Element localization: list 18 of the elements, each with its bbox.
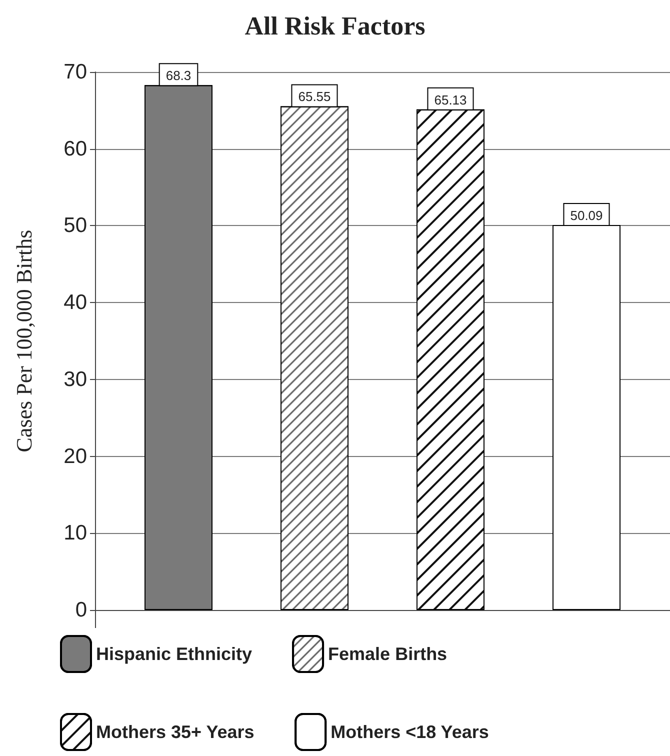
y-axis-title: Cases Per 100,000 Births bbox=[12, 230, 36, 452]
legend-label: Hispanic Ethnicity bbox=[96, 644, 252, 664]
y-tick-label: 40 bbox=[64, 291, 87, 314]
y-tick-label: 30 bbox=[64, 368, 87, 391]
data-label: 65.13 bbox=[434, 92, 467, 108]
legend-label: Mothers 35+ Years bbox=[96, 722, 254, 742]
y-tick-label: 50 bbox=[64, 214, 87, 238]
y-tick-label: 10 bbox=[64, 522, 87, 545]
y-tick-label: 70 bbox=[64, 60, 87, 84]
data-label: 68.3 bbox=[166, 68, 192, 84]
y-tick-label: 60 bbox=[64, 137, 87, 160]
legend-label: Female Births bbox=[328, 644, 448, 664]
legend-label: Mothers <18 Years bbox=[330, 722, 489, 742]
data-label: 65.55 bbox=[298, 89, 331, 104]
y-tick-label: 0 bbox=[75, 598, 87, 622]
data-label: 50.09 bbox=[570, 208, 603, 224]
y-tick-label: 20 bbox=[64, 444, 87, 468]
chart-title: All Risk Factors bbox=[244, 12, 426, 40]
